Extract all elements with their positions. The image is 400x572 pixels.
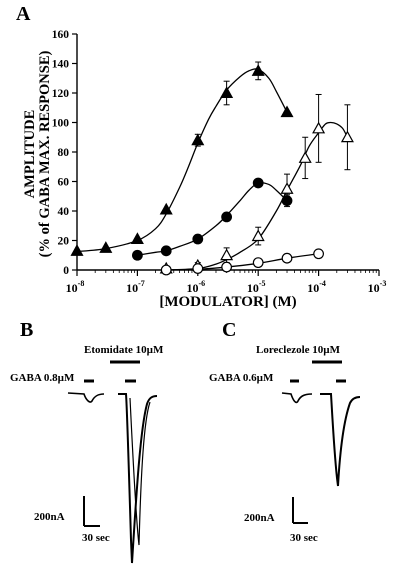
series-2-curve bbox=[166, 121, 348, 271]
etomidate-current-trace-inner bbox=[129, 397, 151, 546]
data-point-open-triangle bbox=[251, 229, 265, 242]
data-point-filled-circle bbox=[252, 177, 264, 189]
y-tick-label: 40 bbox=[58, 206, 70, 218]
error-bars bbox=[194, 61, 351, 270]
data-point-open-triangle bbox=[312, 121, 326, 134]
x-tick-label: 10-5 bbox=[247, 279, 266, 295]
data-point-open-circle bbox=[221, 261, 233, 273]
panel-b-traces: Etomidate 10µM GABA 0.8µM 200nA 30 sec bbox=[10, 344, 164, 564]
y-axis-label: AMPLITUDE bbox=[22, 110, 38, 199]
y-tick-label: 20 bbox=[58, 236, 70, 248]
panel-b-gaba-label: GABA 0.8µM bbox=[10, 372, 75, 384]
panel-c-gaba-label: GABA 0.6µM bbox=[209, 372, 274, 384]
data-markers bbox=[70, 64, 354, 276]
panel-c-drug-label: Loreclezole 10µM bbox=[256, 344, 341, 356]
fit-curves bbox=[76, 68, 348, 271]
y-tick-label: 120 bbox=[52, 88, 70, 100]
series-1-curve bbox=[137, 181, 288, 256]
y-tick-label: 160 bbox=[52, 29, 70, 41]
panel-label-a: A bbox=[16, 3, 31, 25]
y-tick-label: 140 bbox=[52, 59, 70, 71]
data-point-filled-triangle bbox=[191, 133, 205, 146]
panel-c-current-scale: 200nA bbox=[244, 512, 275, 524]
data-point-filled-circle bbox=[131, 249, 143, 261]
data-point-filled-triangle bbox=[159, 202, 173, 215]
loreclezole-current-trace bbox=[320, 393, 361, 487]
data-point-filled-triangle bbox=[251, 64, 265, 76]
chart-axes bbox=[76, 34, 379, 271]
data-point-filled-circle bbox=[160, 245, 172, 257]
panel-c-traces: Loreclezole 10µM GABA 0.6µM 200nA 30 sec bbox=[209, 344, 361, 544]
data-point-open-circle bbox=[313, 248, 325, 260]
data-point-filled-triangle bbox=[130, 232, 144, 245]
panel-b-current-scale: 200nA bbox=[34, 511, 65, 523]
panel-label-c: C bbox=[222, 319, 236, 341]
y-axis-ticks: 0 20 40 60 80 100 120 140 160 bbox=[52, 29, 77, 277]
y-axis-sublabel: (% of GABA MAX. RESPONSE) bbox=[37, 51, 53, 258]
y-tick-label: 0 bbox=[63, 265, 69, 277]
control-current-trace bbox=[67, 392, 105, 403]
y-tick-label: 80 bbox=[58, 147, 70, 159]
y-tick-label: 60 bbox=[58, 177, 70, 189]
data-point-open-triangle bbox=[340, 130, 354, 143]
panel-b-drug-label: Etomidate 10µM bbox=[84, 344, 164, 356]
panel-label-b: B bbox=[20, 319, 33, 341]
data-point-open-triangle bbox=[298, 151, 312, 163]
data-point-filled-circle bbox=[221, 211, 233, 223]
data-point-filled-triangle bbox=[280, 105, 294, 118]
x-axis-ticks: 10-8 10-7 10-6 10-5 10-4 10-3 bbox=[66, 270, 387, 295]
data-point-filled-circle bbox=[281, 195, 293, 207]
data-point-open-triangle bbox=[220, 248, 234, 261]
data-point-filled-triangle bbox=[99, 241, 113, 253]
data-point-filled-circle bbox=[192, 233, 204, 245]
y-tick-label: 100 bbox=[52, 118, 70, 130]
data-point-open-triangle bbox=[280, 182, 294, 194]
x-axis-label: [MODULATOR] (M) bbox=[159, 294, 296, 310]
series-0-curve bbox=[76, 68, 288, 253]
x-tick-label: 10-7 bbox=[126, 279, 145, 295]
x-tick-label: 10-6 bbox=[186, 279, 205, 295]
control-current-trace-c bbox=[281, 392, 313, 404]
x-tick-label: 10-4 bbox=[307, 279, 326, 295]
series-3-curve bbox=[166, 253, 319, 271]
data-point-filled-triangle bbox=[70, 244, 84, 256]
x-tick-label: 10-3 bbox=[368, 279, 387, 295]
data-point-open-circle bbox=[252, 257, 264, 269]
panel-c-time-scale: 30 sec bbox=[290, 532, 318, 544]
data-point-open-circle bbox=[281, 252, 293, 264]
data-point-filled-triangle bbox=[220, 86, 234, 99]
etomidate-current-trace bbox=[118, 393, 158, 564]
data-point-open-circle bbox=[192, 263, 204, 274]
x-tick-label: 10-8 bbox=[66, 279, 85, 295]
data-point-open-circle bbox=[160, 264, 172, 276]
panel-b-time-scale: 30 sec bbox=[82, 532, 110, 544]
